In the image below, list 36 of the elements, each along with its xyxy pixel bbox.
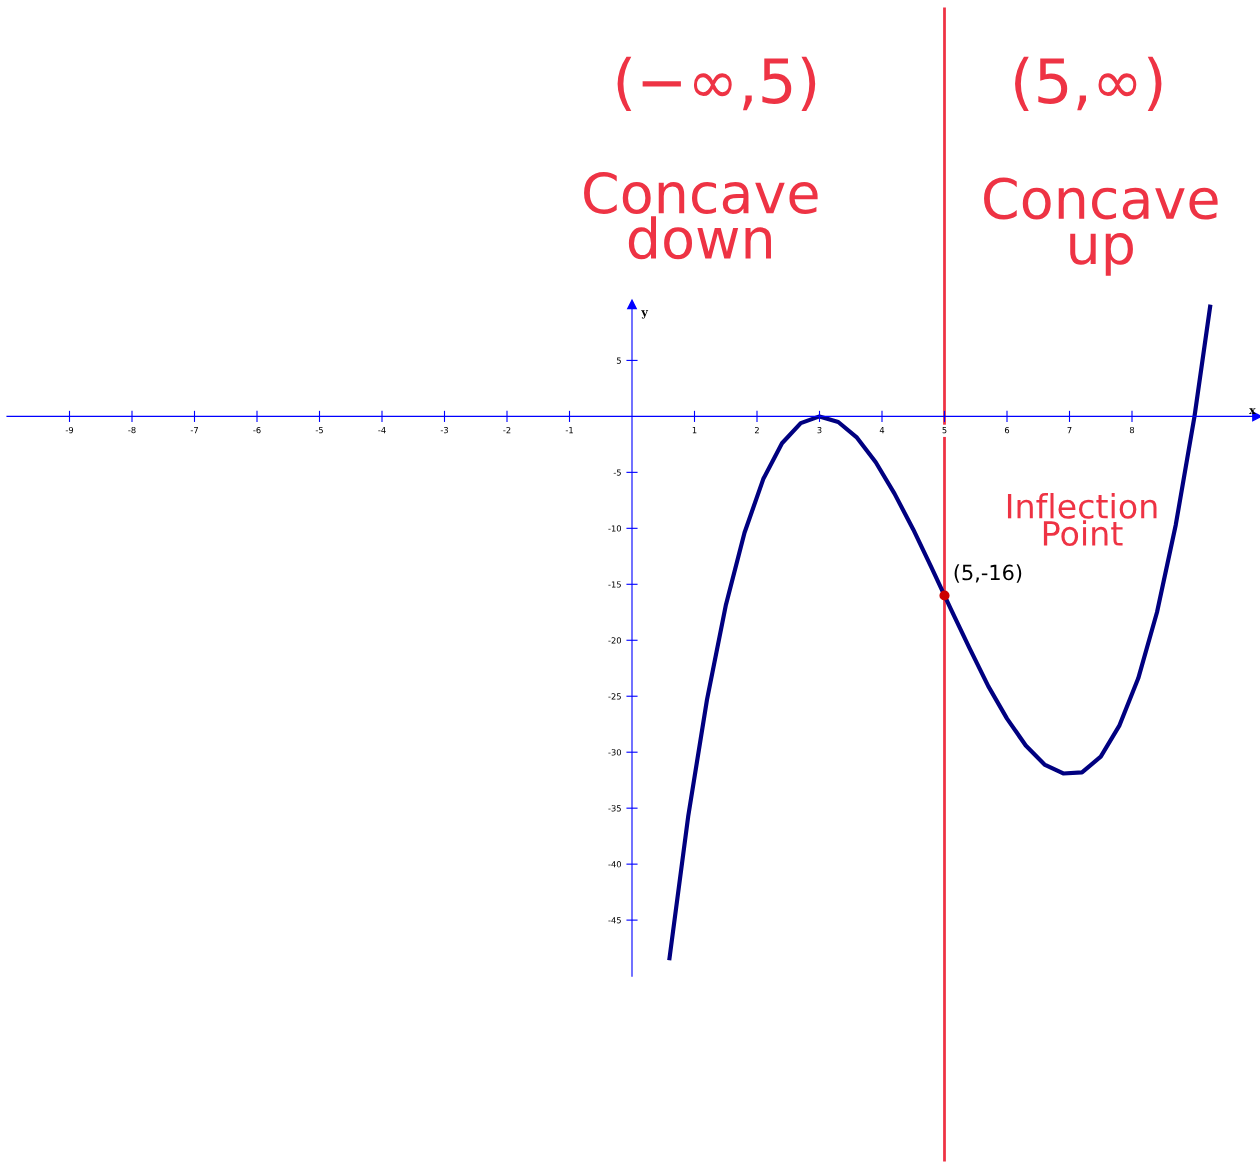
x-tick-label: -6 (253, 426, 261, 434)
x-axis-title: x (1249, 408, 1256, 414)
y-tick-label: -25 (608, 693, 621, 700)
line-series (667, 304, 1213, 961)
y-tick-label: -5 (613, 469, 621, 476)
x-tick-label: 6 (1004, 426, 1010, 434)
annotation: (5,-16) (954, 564, 1022, 583)
x-tick-label: 4 (879, 427, 885, 434)
y-tick-label: -40 (608, 861, 622, 868)
x-tick-label: -3 (440, 426, 448, 434)
x-tick-label: 2 (754, 426, 759, 434)
x-tick-label: -7 (190, 427, 198, 434)
x-tick-label: -4 (378, 427, 386, 434)
x-tick-label: 5 (942, 427, 947, 434)
text: Concave down (584, 171, 818, 260)
x-tick-label: -5 (315, 427, 323, 434)
y-tick-label: -45 (608, 917, 621, 924)
y-tick-label: 5 (616, 357, 621, 364)
x-tick-label: 3 (817, 426, 822, 434)
x-tick-label: -2 (503, 426, 511, 434)
x-tick-label: 1 (692, 427, 697, 434)
text: Concave up (984, 177, 1218, 276)
x-tick-label: -1 (565, 427, 573, 434)
x-tick-label: -9 (65, 426, 74, 434)
y-tick-label: -10 (608, 525, 622, 532)
y-tick-label: -20 (608, 637, 622, 644)
x-tick-label: 7 (1067, 427, 1072, 434)
text: (−∞,5) (617, 56, 816, 112)
x-tick-label: 8 (1129, 426, 1135, 434)
y-tick-label: -35 (608, 805, 621, 812)
annotation: Inflection Point (1007, 493, 1157, 546)
y-tick-label: -30 (608, 749, 622, 756)
y-axis-title: y (641, 310, 649, 319)
text: (5,∞) (1015, 56, 1162, 112)
x-tick-label: -8 (128, 426, 136, 434)
y-tick-label: -15 (608, 581, 621, 588)
